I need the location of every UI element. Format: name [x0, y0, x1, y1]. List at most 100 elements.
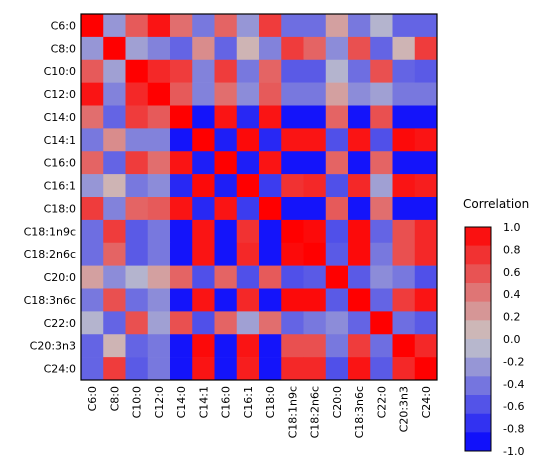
heatmap-cell — [392, 59, 416, 83]
row-label: C18:3n6c — [24, 294, 76, 307]
heatmap-cell — [281, 59, 304, 83]
heatmap-cell — [370, 82, 393, 106]
heatmap-cell — [81, 105, 104, 129]
heatmap-cell — [170, 82, 193, 106]
heatmap-cell — [259, 105, 282, 129]
heatmap-cell — [81, 311, 104, 335]
heatmap-cell — [325, 288, 349, 312]
heatmap-cell — [192, 36, 215, 61]
heatmap-cell — [170, 311, 193, 335]
heatmap-cell — [259, 128, 282, 152]
heatmap-cell — [236, 105, 260, 129]
heatmap-cell — [81, 36, 104, 61]
row-label: C16:0 — [44, 157, 76, 170]
row-label: C6:0 — [51, 19, 76, 32]
heatmap-cell — [370, 334, 393, 358]
heatmap-cell — [348, 14, 371, 38]
heatmap-cell — [414, 311, 438, 335]
heatmap-cell — [303, 14, 327, 38]
heatmap-cell — [259, 14, 282, 38]
legend-tick-label: 0.2 — [503, 311, 521, 324]
heatmap-cell — [125, 59, 149, 83]
column-label: C18:3n6c — [353, 386, 366, 438]
heatmap-cell — [392, 105, 416, 129]
heatmap-cell — [303, 36, 327, 61]
heatmap-cell — [125, 14, 149, 38]
row-label: C8:0 — [51, 42, 76, 55]
heatmap-cell — [348, 288, 371, 312]
heatmap-cell — [325, 197, 349, 221]
heatmap-cell — [236, 288, 260, 312]
heatmap-cell — [81, 265, 104, 289]
heatmap-cell — [325, 334, 349, 358]
heatmap-cell — [147, 334, 171, 358]
heatmap-cell — [170, 14, 193, 38]
heatmap-cell — [81, 174, 104, 198]
heatmap-cell — [214, 334, 238, 358]
heatmap-cell — [370, 242, 393, 266]
heatmap-cell — [192, 82, 215, 106]
heatmap-cell — [125, 36, 149, 61]
heatmap-cell — [192, 357, 215, 381]
heatmap-cell — [325, 242, 349, 266]
heatmap-cell — [236, 334, 260, 358]
row-label: C14:0 — [44, 111, 76, 124]
heatmap-cell — [370, 59, 393, 83]
heatmap-cell — [236, 128, 260, 152]
heatmap-cell — [325, 14, 349, 38]
row-label: C20:0 — [44, 271, 76, 284]
heatmap-cell — [414, 174, 438, 198]
heatmap-cell — [392, 197, 416, 221]
heatmap-cell — [214, 197, 238, 221]
heatmap-cell — [147, 242, 171, 266]
heatmap-cell — [281, 36, 304, 61]
heatmap-cell — [414, 288, 438, 312]
heatmap-cell — [103, 151, 126, 175]
heatmap-cell — [214, 151, 238, 175]
heatmap-cell — [147, 311, 171, 335]
heatmap-cell — [370, 219, 393, 244]
legend-bin — [465, 283, 491, 302]
row-label: C18:0 — [44, 202, 76, 215]
heatmap-cell — [303, 105, 327, 129]
heatmap-cell — [414, 59, 438, 83]
heatmap-cell — [392, 311, 416, 335]
heatmap-cell — [170, 265, 193, 289]
heatmap-cell — [214, 288, 238, 312]
heatmap-cell — [348, 197, 371, 221]
row-labels: C6:0 C8:0 C10:0 C12:0 C14:0 C14:1 C16:0 C16:1 C1… — [24, 19, 76, 375]
heatmap-cell — [147, 265, 171, 289]
column-label: C18:0 — [264, 386, 277, 418]
heatmap-cell — [125, 288, 149, 312]
heatmap-cell — [348, 151, 371, 175]
heatmap-cell — [103, 128, 126, 152]
heatmap-cell — [348, 242, 371, 266]
heatmap-cell — [303, 265, 327, 289]
heatmap-cell — [281, 197, 304, 221]
heatmap-cell — [192, 197, 215, 221]
heatmap-cell — [325, 357, 349, 381]
heatmap-cell — [81, 357, 104, 381]
row-label: C20:3n3 — [30, 340, 76, 353]
legend-bin — [465, 413, 491, 433]
heatmap-cell — [414, 36, 438, 61]
heatmap-cell — [325, 219, 349, 244]
heatmap-cell — [236, 197, 260, 221]
heatmap-cell — [170, 197, 193, 221]
heatmap-cell — [303, 82, 327, 106]
legend-bin — [465, 357, 491, 377]
heatmap-cell — [170, 59, 193, 83]
row-label: C18:2n6c — [24, 248, 76, 261]
heatmap-cell — [125, 105, 149, 129]
heatmap-cell — [125, 357, 149, 381]
heatmap-cell — [103, 105, 126, 129]
heatmap-cell — [325, 311, 349, 335]
heatmap-cell — [103, 36, 126, 61]
heatmap-cell — [414, 14, 438, 38]
heatmap-cell — [392, 128, 416, 152]
heatmap-cell — [414, 128, 438, 152]
heatmap-cell — [236, 242, 260, 266]
heatmap-cell — [236, 265, 260, 289]
heatmap-cell — [192, 105, 215, 129]
heatmap-cell — [348, 36, 371, 61]
